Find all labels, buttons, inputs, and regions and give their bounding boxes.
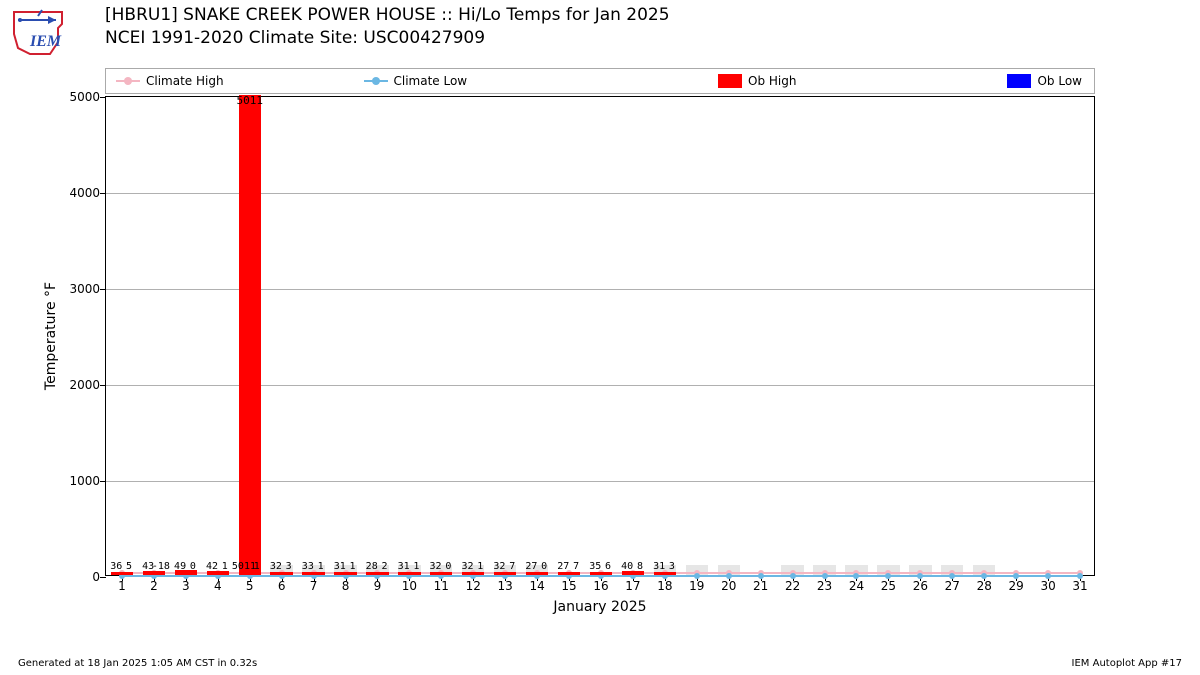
climate-low-marker — [694, 573, 700, 579]
ob-high-bar — [270, 572, 292, 575]
ob-low-value: 1 — [413, 561, 419, 572]
clipped-bar-value: 5011 — [236, 94, 263, 107]
ob-high-value: 32 — [430, 561, 442, 572]
ob-low-value: 1 — [222, 561, 228, 572]
climate-low-marker — [1045, 573, 1051, 579]
ob-high-bar — [366, 572, 388, 575]
ob-high-value: 5011 — [232, 561, 256, 572]
legend-swatch — [1007, 74, 1031, 88]
ob-low-value: 3 — [286, 561, 292, 572]
ob-high-value: 36 — [110, 561, 122, 572]
legend-label: Ob High — [748, 74, 796, 88]
y-tick-label: 2000 — [69, 378, 106, 392]
ob-low-value: 1 — [350, 561, 356, 572]
ob-low-value: 3 — [669, 561, 675, 572]
ob-high-value: 32 — [493, 561, 505, 572]
ob-low-value: 2 — [381, 561, 387, 572]
ob-low-value: 1 — [318, 561, 324, 572]
ob-high-bar — [398, 572, 420, 575]
ob-high-bar — [654, 572, 676, 575]
legend-label: Climate High — [146, 74, 224, 88]
y-tick-label: 4000 — [69, 186, 106, 200]
chart-title-line-1: [HBRU1] SNAKE CREEK POWER HOUSE :: Hi/Lo… — [105, 4, 670, 27]
ob-high-value: 33 — [302, 561, 314, 572]
ob-high-value: 31 — [334, 561, 346, 572]
ob-low-value: 6 — [605, 561, 611, 572]
ob-low-value: 7 — [573, 561, 579, 572]
ob-low-value: 1 — [254, 561, 260, 572]
ob-high-value: 27 — [557, 561, 569, 572]
iem-logo: IEM — [8, 6, 68, 62]
ob-high-value: 35 — [589, 561, 601, 572]
ob-high-value: 31 — [398, 561, 410, 572]
ob-low-value: 0 — [445, 561, 451, 572]
ob-high-value: 49 — [174, 561, 186, 572]
climate-low-marker — [822, 573, 828, 579]
ob-high-value: 28 — [366, 561, 378, 572]
ob-high-bar — [430, 572, 452, 575]
chart-title-line-2: NCEI 1991-2020 Climate Site: USC00427909 — [105, 27, 670, 50]
legend-label: Climate Low — [394, 74, 468, 88]
chart-legend: Climate High Climate Low Ob High Ob Low — [105, 68, 1095, 94]
legend-swatch — [364, 80, 388, 82]
ob-high-value: 32 — [270, 561, 282, 572]
legend-swatch — [116, 80, 140, 82]
ob-high-value: 32 — [461, 561, 473, 572]
climate-low-marker — [790, 573, 796, 579]
y-axis-label: Temperature °F — [43, 282, 59, 390]
ob-high-value: 27 — [525, 561, 537, 572]
climate-low-marker — [1013, 573, 1019, 579]
y-tick-label: 3000 — [69, 282, 106, 296]
temperature-chart: Climate HighClimate LowOb HighOb Low Tem… — [105, 68, 1095, 608]
ob-high-bar — [494, 572, 516, 575]
ob-high-bar — [302, 572, 324, 575]
climate-low-marker — [853, 573, 859, 579]
climate-low-marker — [981, 573, 987, 579]
svg-text:IEM: IEM — [29, 33, 62, 50]
legend-item: Ob Low — [1007, 69, 1082, 93]
y-tick-label: 0 — [92, 570, 106, 584]
climate-low-marker — [917, 573, 923, 579]
climate-low-marker — [949, 573, 955, 579]
ob-high-bar — [334, 572, 356, 575]
y-tick-label: 5000 — [69, 90, 106, 104]
ob-high-value: 31 — [653, 561, 665, 572]
ob-high-bar — [239, 95, 261, 575]
ob-low-value: 5 — [126, 561, 132, 572]
chart-title-block: [HBRU1] SNAKE CREEK POWER HOUSE :: Hi/Lo… — [105, 4, 670, 50]
plot-area: Temperature °F January 2025 010002000300… — [105, 96, 1095, 576]
climate-low-marker — [1077, 573, 1083, 579]
footer-app-text: IEM Autoplot App #17 — [1072, 658, 1182, 669]
ob-high-bar — [558, 572, 580, 575]
y-tick-label: 1000 — [69, 474, 106, 488]
legend-item: Climate High — [116, 69, 224, 93]
climate-low-marker — [885, 573, 891, 579]
ob-high-bar — [526, 572, 548, 575]
legend-item: Climate Low — [364, 69, 468, 93]
climate-low-marker — [726, 573, 732, 579]
ob-low-value: 0 — [541, 561, 547, 572]
legend-item: Ob High — [718, 69, 796, 93]
ob-low-value: 1 — [477, 561, 483, 572]
ob-high-bar — [462, 572, 484, 575]
ob-high-value: 40 — [621, 561, 633, 572]
legend-label: Ob Low — [1037, 74, 1082, 88]
footer-generated-text: Generated at 18 Jan 2025 1:05 AM CST in … — [18, 658, 257, 669]
legend-swatch — [718, 74, 742, 88]
ob-high-value: 42 — [206, 561, 218, 572]
ob-low-value: 8 — [637, 561, 643, 572]
ob-low-value: 7 — [509, 561, 515, 572]
ob-low-value: -18 — [152, 561, 170, 572]
ob-low-value: 0 — [190, 561, 196, 572]
climate-low-marker — [758, 573, 764, 579]
